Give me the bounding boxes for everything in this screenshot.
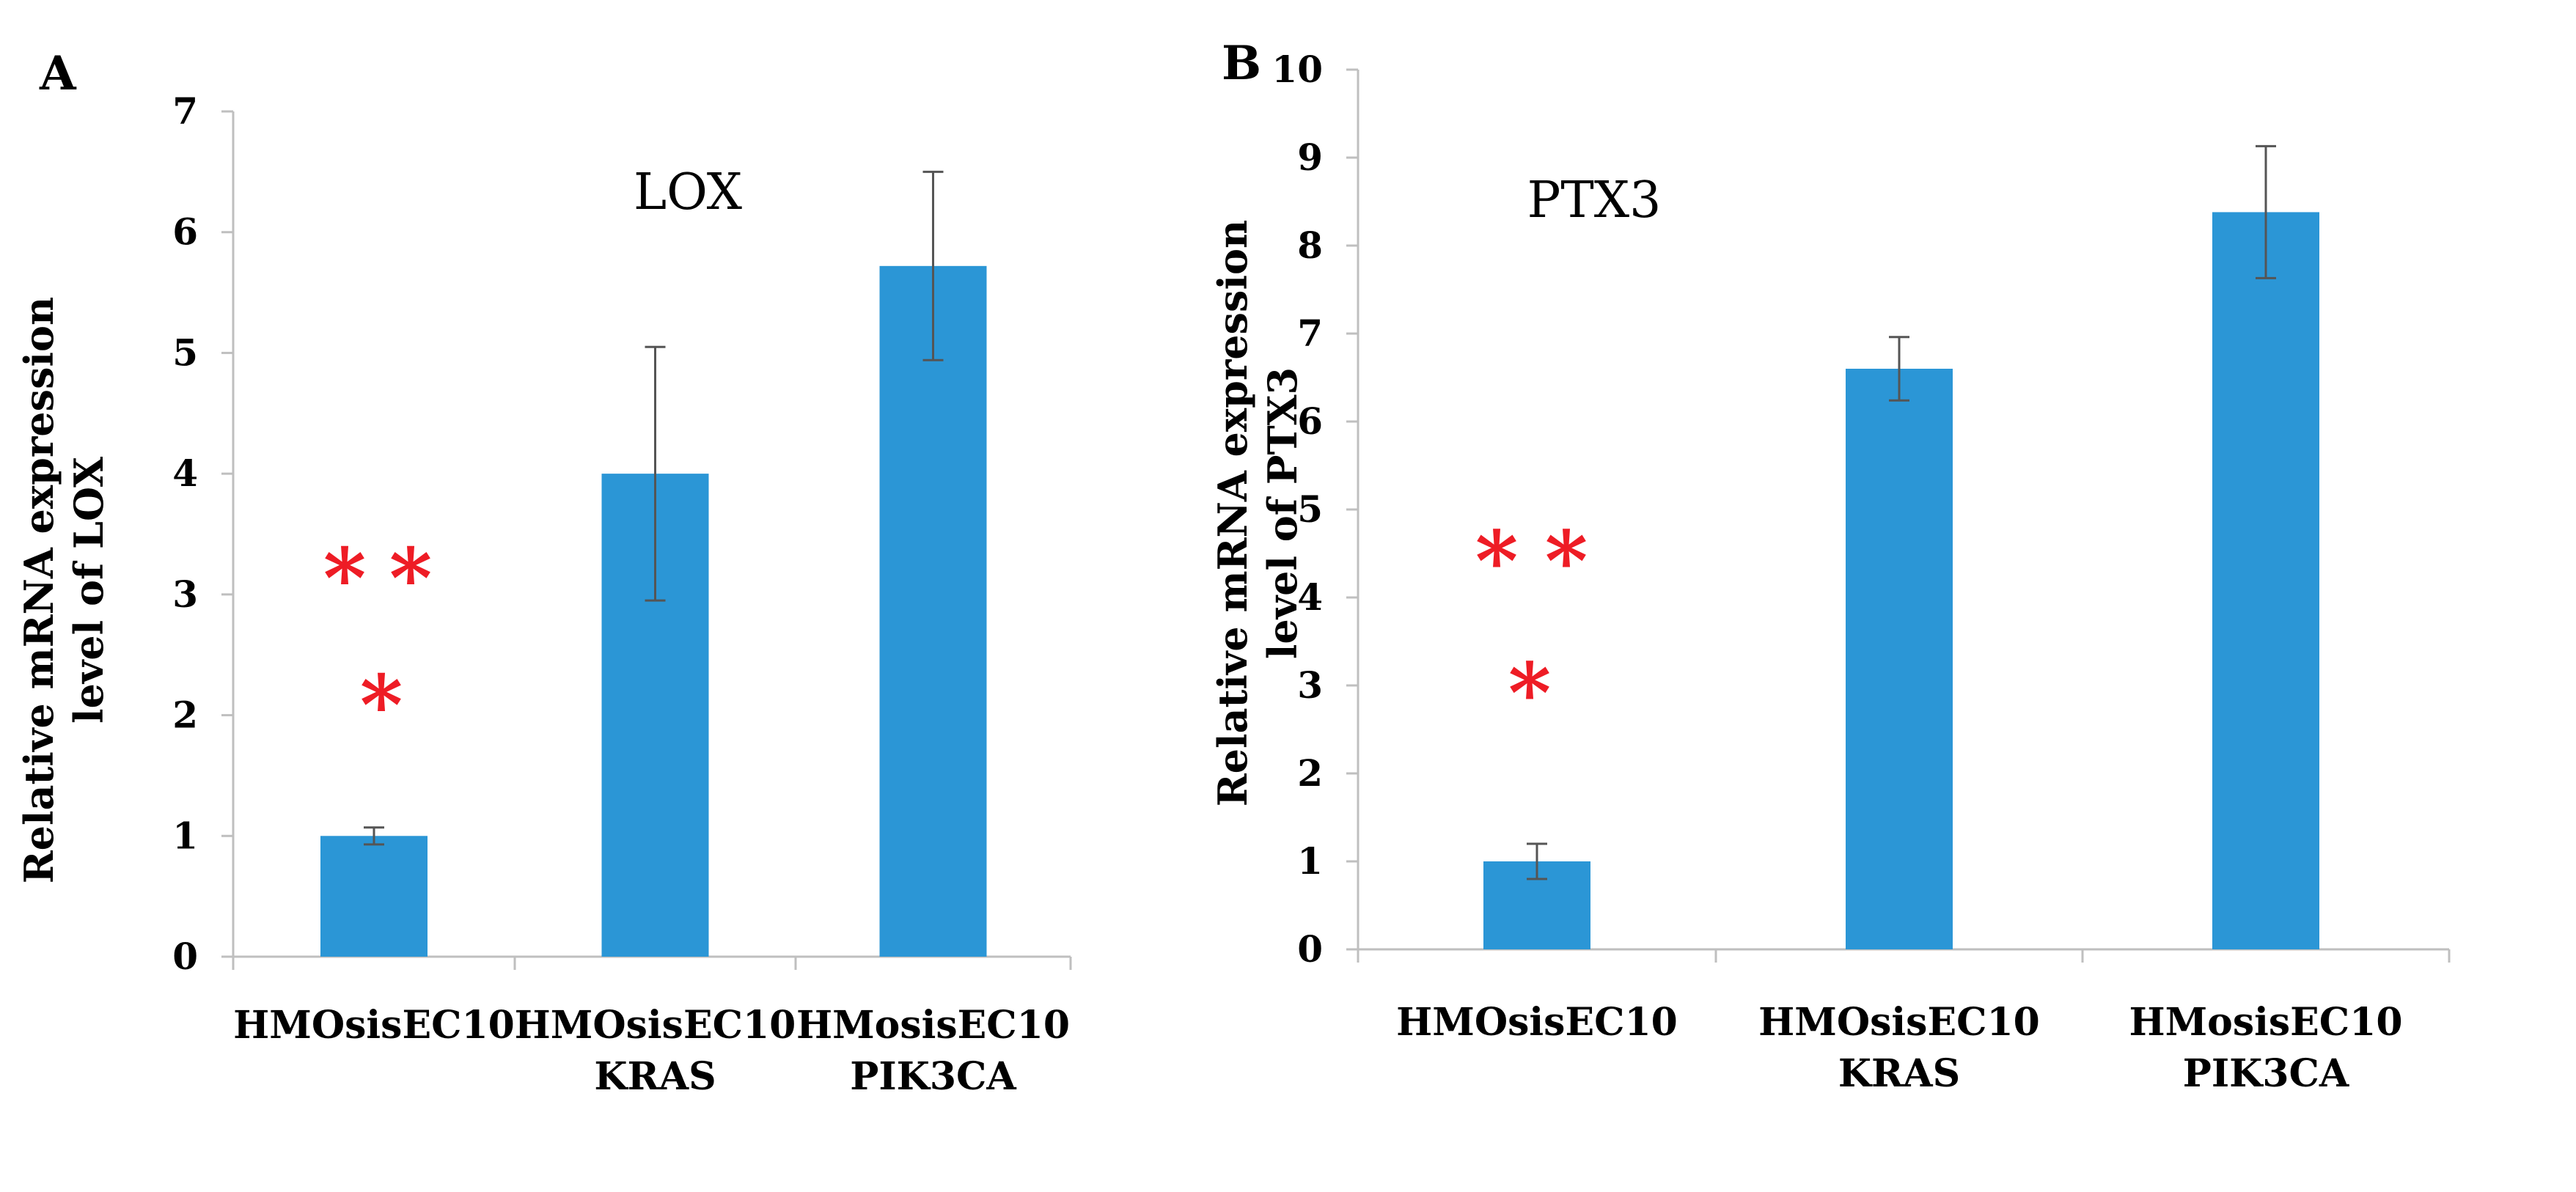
significance-star: * — [360, 658, 403, 754]
significance-star: * — [1508, 646, 1552, 742]
y-tick-label: 2 — [172, 694, 198, 737]
y-tick-label: 3 — [172, 573, 198, 616]
category-label: HMOsisEC10 — [1396, 1000, 1678, 1045]
y-tick-label: 0 — [172, 935, 198, 978]
panel-letter: A — [39, 46, 77, 101]
y-tick-label: 4 — [1297, 575, 1323, 619]
y-tick-label: 7 — [172, 89, 198, 133]
chart-title: LOX — [634, 163, 743, 221]
y-tick-label: 9 — [1297, 136, 1323, 179]
bar — [2212, 212, 2319, 949]
y-tick-label: 2 — [1297, 751, 1323, 795]
category-label: HMosisEC10 — [2129, 1000, 2402, 1045]
y-tick-label: 6 — [172, 210, 198, 254]
bar — [320, 836, 428, 957]
y-axis-label-line: Relative mRNA expression — [1209, 220, 1256, 807]
significance-star: * — [1475, 514, 1519, 610]
y-axis-label-line: Relative mRNA expression — [15, 297, 62, 884]
y-tick-label: 4 — [172, 452, 198, 495]
y-tick-label: 7 — [1297, 312, 1323, 355]
y-tick-label: 6 — [1297, 400, 1323, 443]
y-tick-label: 1 — [1297, 839, 1323, 883]
panel-a: A LOX Relative mRNA expression level of LOX… — [15, 46, 1072, 1099]
bar — [879, 265, 987, 957]
category-label: PIK3CA — [850, 1054, 1016, 1099]
category-label: HMOsisEC10 — [515, 1003, 796, 1048]
chart-title: PTX3 — [1527, 172, 1662, 229]
significance-star: * — [389, 531, 433, 627]
y-axis-label-line: level of LOX — [65, 457, 112, 724]
bar — [1846, 369, 1953, 949]
category-label: HMOsisEC10 — [233, 1003, 515, 1048]
category-label: HMOsisEC10 — [1758, 1000, 2040, 1045]
category-label: KRAS — [594, 1054, 716, 1099]
category-label: PIK3CA — [2183, 1051, 2349, 1096]
y-tick-label: 5 — [172, 331, 198, 374]
y-axis-label-line: level of PTX3 — [1259, 367, 1306, 659]
y-tick-label: 0 — [1297, 927, 1323, 971]
y-tick-label: 5 — [1297, 488, 1323, 531]
significance-star: * — [323, 531, 367, 627]
category-label: KRAS — [1838, 1051, 1960, 1096]
y-tick-label: 10 — [1272, 48, 1323, 91]
y-tick-label: 8 — [1297, 224, 1323, 267]
panel-b: B PTX3 Relative mRNA expression level of PT… — [1209, 36, 2451, 1096]
y-tick-label: 3 — [1297, 663, 1323, 707]
y-tick-label: 1 — [172, 814, 198, 857]
category-label: HMosisEC10 — [796, 1003, 1070, 1048]
significance-star: * — [1545, 514, 1588, 610]
panel-letter: B — [1222, 36, 1261, 91]
